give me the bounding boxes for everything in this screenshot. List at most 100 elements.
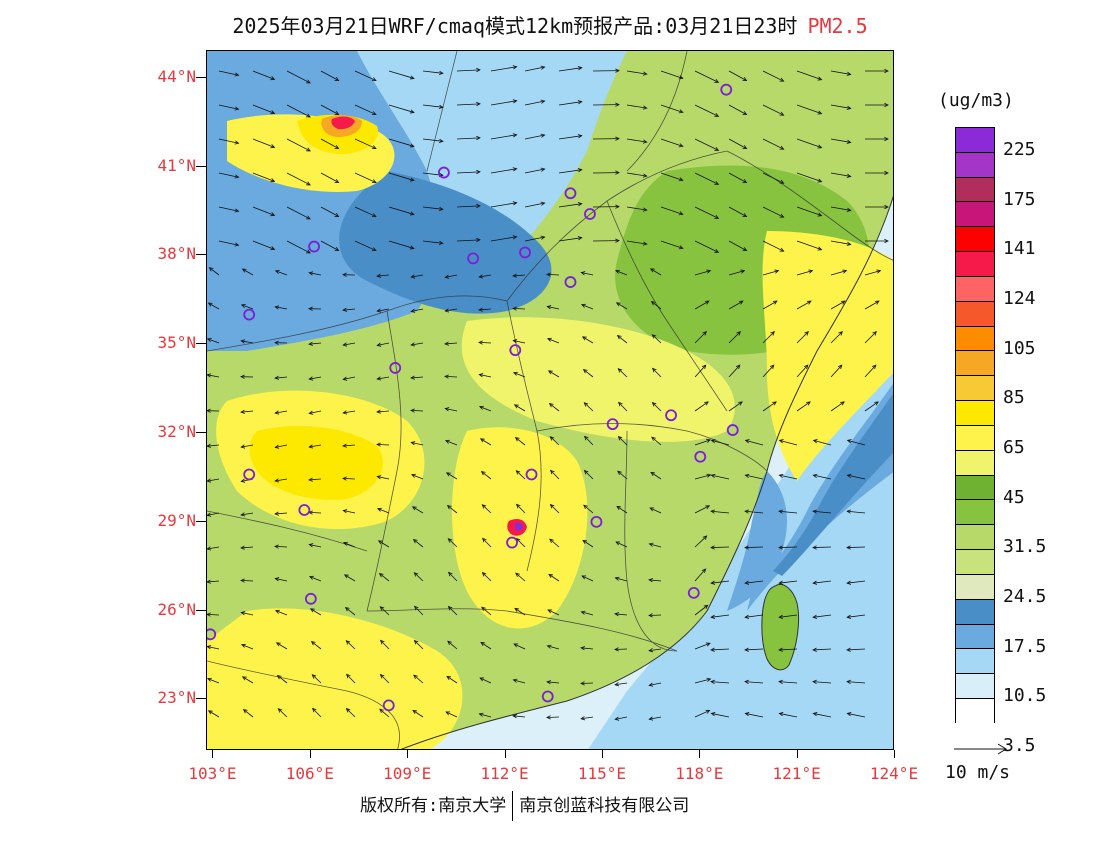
wind-vector-head xyxy=(806,401,811,406)
wind-vector-head xyxy=(445,711,451,716)
wind-vector xyxy=(309,342,322,345)
wind-vector xyxy=(377,274,390,277)
colorbar-swatch xyxy=(956,500,994,526)
pollutant-label: PM2.5 xyxy=(807,14,868,38)
wind-vector xyxy=(275,306,288,310)
wind-vector xyxy=(648,614,662,616)
wind-vector xyxy=(583,369,594,378)
wind-vector-head xyxy=(277,708,283,713)
wind-vector-head xyxy=(714,214,720,219)
wind-vector xyxy=(813,713,832,718)
wind-vector xyxy=(626,206,647,211)
wind-vector xyxy=(649,579,662,582)
city-marker xyxy=(687,586,700,599)
wind-vector-head xyxy=(714,180,720,185)
wind-vector xyxy=(209,267,220,276)
wind-vector xyxy=(830,331,843,344)
wind-vector xyxy=(796,364,809,378)
wind-vector xyxy=(343,510,356,514)
wind-vector-head xyxy=(812,439,818,444)
wind-vector xyxy=(558,101,582,106)
wind-vector-head xyxy=(512,339,518,344)
wind-vector xyxy=(584,436,594,446)
sichuan-basin-core xyxy=(249,426,383,500)
wind-vector-head xyxy=(742,77,748,82)
wind-vector xyxy=(779,439,798,446)
wind-vector xyxy=(343,410,356,414)
wind-vector-head xyxy=(648,613,653,618)
wind-vector xyxy=(379,708,390,718)
wind-vector-head xyxy=(744,614,750,619)
city-markers xyxy=(207,83,739,712)
colorbar-swatch xyxy=(956,425,994,451)
wind-vector-head xyxy=(580,303,586,308)
wind-vector xyxy=(447,505,458,514)
wind-vector xyxy=(728,70,747,81)
wind-vector xyxy=(652,368,662,378)
wind-vector-head xyxy=(705,709,711,714)
wind-vector xyxy=(711,474,730,480)
wind-vector-head xyxy=(650,300,656,306)
wind-vector xyxy=(615,270,628,276)
wind-vector-head xyxy=(642,139,648,144)
wind-vector xyxy=(456,171,480,174)
wind-vector-head xyxy=(306,79,311,84)
wind-vector xyxy=(207,580,220,583)
colorbar-tick-label: 124 xyxy=(1003,287,1036,309)
wind-vector xyxy=(207,546,220,550)
city-marker xyxy=(304,592,317,605)
wind-vector xyxy=(346,640,356,650)
wind-vector xyxy=(778,546,798,548)
taiwan-island xyxy=(761,584,800,671)
sea-band-low xyxy=(588,314,893,749)
wind-vector-head xyxy=(311,707,317,713)
wind-vector-head xyxy=(577,202,583,207)
wind-vector-head xyxy=(207,338,212,343)
wind-vector xyxy=(252,104,275,114)
wind-vector-head xyxy=(234,106,240,111)
map-canvas xyxy=(207,51,893,749)
wind-vector xyxy=(411,376,424,379)
wind-vector xyxy=(711,614,730,618)
wind-vector xyxy=(447,640,458,650)
wind-vector-head xyxy=(817,212,823,217)
wind-vector-head xyxy=(706,473,712,478)
wind-vector xyxy=(513,643,526,650)
wind-vector xyxy=(388,240,415,249)
wind-vector-head xyxy=(840,300,846,305)
wind-vector xyxy=(728,240,747,251)
wind-vector-head xyxy=(540,201,546,206)
wind-vector xyxy=(376,443,390,446)
wind-vector xyxy=(524,66,545,72)
wind-vector-head xyxy=(846,509,851,514)
wind-vector xyxy=(694,138,719,151)
wind-reference-arrow xyxy=(954,743,1007,755)
wind-vector xyxy=(388,138,415,147)
wind-vector xyxy=(309,272,322,276)
wind-vector xyxy=(207,338,220,344)
wind-vector-head xyxy=(376,376,382,381)
wind-vector xyxy=(524,100,545,106)
wind-vector xyxy=(207,444,220,447)
wind-vector xyxy=(581,272,594,276)
wind-vector xyxy=(218,104,239,110)
wind-vector-head xyxy=(738,401,743,406)
wind-vector xyxy=(320,206,339,217)
wind-vector-head xyxy=(447,538,453,543)
wind-vector xyxy=(218,240,239,246)
wind-vector xyxy=(412,506,424,514)
wind-vector xyxy=(380,640,390,650)
wind-vector xyxy=(343,308,356,311)
wind-vector-head xyxy=(884,102,889,108)
wind-vector-head xyxy=(413,572,419,577)
wind-vector-head xyxy=(234,140,240,145)
wind-vector xyxy=(581,575,594,582)
wind-vector xyxy=(796,270,813,276)
wind-vector xyxy=(413,539,424,548)
wind-vector-head xyxy=(274,478,280,483)
wind-vector xyxy=(275,410,288,414)
wind-vector xyxy=(445,274,458,278)
wind-vector xyxy=(207,613,220,616)
wind-vector xyxy=(309,410,322,414)
colorbar-unit: (ug/m3) xyxy=(938,90,1014,111)
